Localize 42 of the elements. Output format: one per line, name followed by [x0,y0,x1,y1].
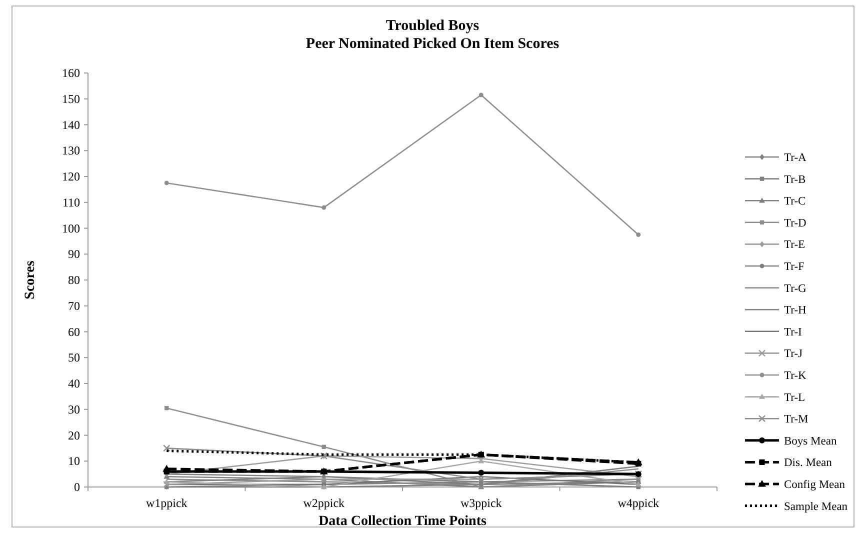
legend-label: Tr-B [784,174,806,186]
y-tick-label: 100 [62,221,80,236]
legend-label: Tr-H [784,304,806,317]
chart-subtitle: Peer Nominated Picked On Item Scores [306,36,560,52]
legend-label: Sample Mean [784,500,848,513]
legend-label: Dis. Mean [784,457,832,470]
chart-title: Troubled Boys [386,18,480,34]
x-tick-label: w3ppick [460,496,502,510]
y-tick-label: 130 [62,144,80,158]
legend-label: Config Mean [784,479,846,491]
legend-label: Tr-L [784,392,806,404]
y-tick-label: 10 [68,454,80,468]
legend-label: Tr-M [784,414,808,426]
y-tick-label: 90 [68,247,80,262]
legend-label: Tr-K [784,370,808,382]
legend-label: Tr-I [784,326,802,338]
legend-label: Tr-F [784,261,804,273]
y-axis-title: Scores [23,260,38,300]
x-tick-label: w2ppick [303,496,345,510]
x-tick-label: w4ppick [618,496,660,510]
y-tick-label: 40 [68,376,80,390]
legend-label: Tr-D [784,217,806,230]
legend-label: Tr-J [784,348,804,360]
y-tick-label: 110 [62,195,80,210]
legend-label: Tr-G [784,282,806,295]
x-axis-title: Data Collection Time Points [318,514,487,529]
legend-label: Tr-A [784,152,808,164]
legend-label: Tr-C [784,196,806,208]
y-tick-label: 60 [68,324,80,339]
y-tick-label: 0 [74,480,80,494]
y-tick-label: 50 [68,350,80,365]
legend-label: Tr-E [784,239,806,252]
y-tick-label: 140 [62,118,80,132]
x-tick-label: w1ppick [146,496,188,510]
y-tick-label: 70 [68,298,80,313]
y-tick-label: 80 [68,273,80,287]
y-tick-label: 160 [62,66,80,80]
y-tick-label: 120 [62,170,80,184]
y-tick-label: 30 [68,402,80,416]
y-tick-label: 20 [68,428,80,442]
legend-label: Boys Mean [784,435,837,448]
y-tick-label: 150 [62,92,80,106]
